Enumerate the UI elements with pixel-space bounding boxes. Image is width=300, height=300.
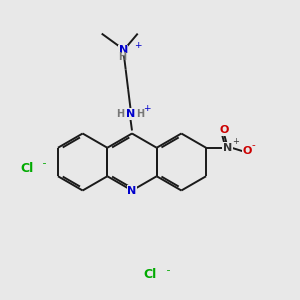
Text: N: N: [126, 109, 135, 119]
Text: +: +: [134, 41, 142, 50]
Text: -: -: [163, 265, 170, 275]
Text: O: O: [219, 125, 229, 135]
Text: +: +: [143, 104, 150, 113]
Text: -: -: [39, 158, 46, 169]
Text: H: H: [116, 109, 125, 119]
Text: N: N: [223, 143, 232, 153]
Text: Cl: Cl: [143, 268, 157, 281]
Text: N: N: [119, 45, 128, 55]
Text: -: -: [252, 140, 256, 150]
Text: H: H: [136, 109, 145, 119]
Text: Cl: Cl: [20, 161, 34, 175]
Text: O: O: [242, 146, 252, 156]
Text: +: +: [232, 136, 238, 146]
Text: H: H: [118, 52, 127, 62]
Text: N: N: [128, 185, 136, 196]
